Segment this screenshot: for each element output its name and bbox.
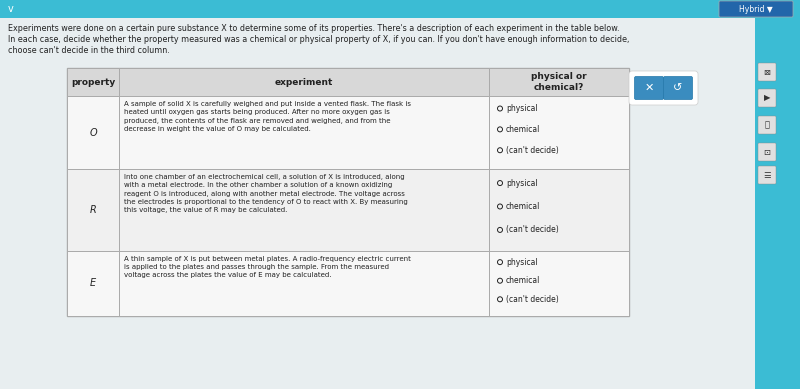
- Text: choose can't decide in the third column.: choose can't decide in the third column.: [8, 46, 170, 55]
- Bar: [489, 96, 629, 169]
- Text: chemical: chemical: [506, 125, 540, 134]
- Text: ☰: ☰: [763, 170, 770, 179]
- Text: physical: physical: [506, 104, 538, 113]
- Text: In each case, decide whether the property measured was a chemical or physical pr: In each case, decide whether the propert…: [8, 35, 630, 44]
- Text: ⊠: ⊠: [763, 68, 770, 77]
- Bar: [67, 169, 119, 251]
- Text: physical: physical: [506, 179, 538, 187]
- Text: ▶: ▶: [764, 93, 770, 102]
- FancyBboxPatch shape: [758, 63, 776, 81]
- Text: physical or
chemical?: physical or chemical?: [531, 72, 587, 92]
- Text: v: v: [8, 4, 14, 14]
- Text: ⊡: ⊡: [763, 147, 770, 156]
- Text: Into one chamber of an electrochemical cell, a solution of X is introduced, alon: Into one chamber of an electrochemical c…: [124, 174, 408, 213]
- Bar: [0, 0, 800, 18]
- Text: A sample of solid X is carefully weighed and put inside a vented flask. The flas: A sample of solid X is carefully weighed…: [124, 101, 411, 132]
- FancyBboxPatch shape: [758, 89, 776, 107]
- Bar: [119, 96, 489, 169]
- Text: physical: physical: [506, 258, 538, 266]
- Text: O: O: [89, 128, 97, 137]
- Bar: [119, 68, 489, 96]
- Text: ✕: ✕: [644, 83, 654, 93]
- Bar: [489, 251, 629, 316]
- Text: Experiments were done on a certain pure substance X to determine some of its pro: Experiments were done on a certain pure …: [8, 24, 619, 33]
- Text: (can't decide): (can't decide): [506, 295, 558, 304]
- FancyBboxPatch shape: [663, 77, 693, 100]
- Bar: [755, 0, 800, 389]
- FancyBboxPatch shape: [719, 1, 793, 17]
- Text: (can't decide): (can't decide): [506, 225, 558, 235]
- Text: ↺: ↺: [674, 83, 682, 93]
- Text: property: property: [71, 77, 115, 86]
- Text: (can't decide): (can't decide): [506, 146, 558, 155]
- Bar: [489, 169, 629, 251]
- Bar: [67, 251, 119, 316]
- FancyBboxPatch shape: [758, 116, 776, 134]
- FancyBboxPatch shape: [758, 166, 776, 184]
- Text: ⬛: ⬛: [765, 121, 770, 130]
- Bar: [67, 96, 119, 169]
- FancyBboxPatch shape: [758, 143, 776, 161]
- Text: chemical: chemical: [506, 276, 540, 285]
- Text: chemical: chemical: [506, 202, 540, 211]
- Bar: [489, 68, 629, 96]
- Bar: [119, 169, 489, 251]
- Bar: [119, 251, 489, 316]
- Text: E: E: [90, 279, 96, 289]
- Text: Hybrid ▼: Hybrid ▼: [739, 5, 773, 14]
- Text: R: R: [90, 205, 96, 215]
- Bar: [67, 68, 119, 96]
- Text: A thin sample of X is put between metal plates. A radio-frequency electric curre: A thin sample of X is put between metal …: [124, 256, 411, 279]
- FancyBboxPatch shape: [634, 77, 663, 100]
- Bar: [67, 68, 629, 316]
- FancyBboxPatch shape: [629, 71, 698, 105]
- Text: experiment: experiment: [275, 77, 333, 86]
